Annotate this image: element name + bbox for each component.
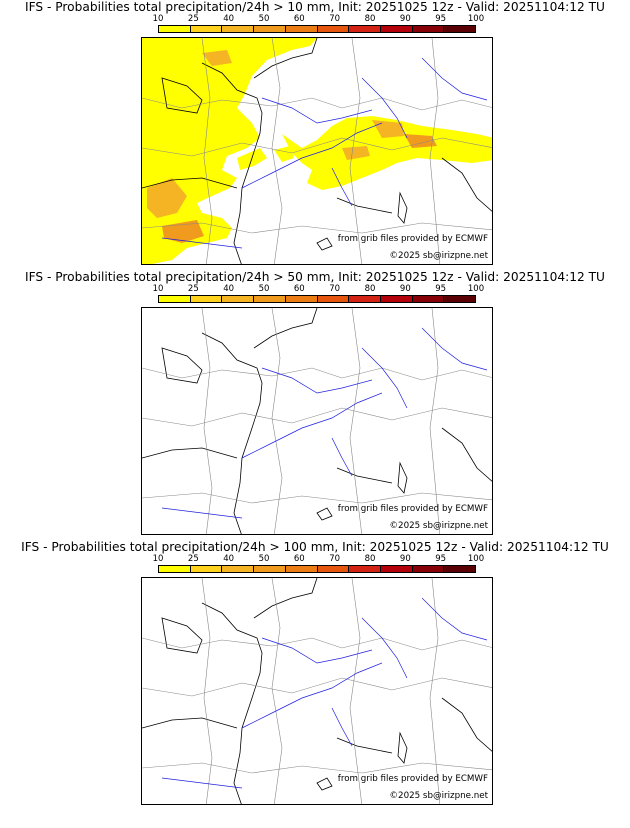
legend-label: 10 [152, 554, 164, 564]
legend-label: 70 [329, 284, 341, 294]
legend-label: 25 [187, 554, 199, 564]
precipitation-map: from grib files provided by ECMWF ©2025 … [141, 577, 493, 805]
legend-swatch [412, 566, 445, 572]
legend-swatch [254, 566, 286, 572]
legend-label: 60 [293, 554, 305, 564]
rivers [161, 597, 488, 789]
legend-colorbar [158, 25, 476, 33]
legend-swatch [222, 26, 255, 32]
legend-label: 25 [187, 284, 199, 294]
source-note: from grib files provided by ECMWF [337, 504, 488, 514]
legend-label: 100 [467, 284, 485, 294]
copyright-note: ©2025 sb@irizpne.net [389, 791, 488, 801]
copyright-note: ©2025 sb@irizpne.net [389, 521, 488, 531]
coastlines [142, 308, 492, 534]
legend-swatch [285, 26, 318, 32]
legend-swatch [444, 296, 476, 302]
legend-swatch [317, 296, 350, 302]
map-panel-50mm: IFS - Probabilities total precipitation/… [0, 270, 630, 540]
panel-title: IFS - Probabilities total precipitation/… [25, 270, 605, 284]
legend-colorbar [158, 295, 476, 303]
legend-swatch [190, 566, 223, 572]
map-canvas [142, 308, 492, 534]
borders [142, 308, 492, 534]
precipitation-map: from grib files provided by ECMWF ©2025 … [141, 307, 493, 535]
source-note: from grib files provided by ECMWF [337, 774, 488, 784]
map-canvas [142, 38, 492, 264]
legend-swatch [444, 566, 476, 572]
legend-label: 95 [435, 14, 447, 24]
legend-labels: 10 25 40 50 60 70 80 90 95 100 [153, 14, 485, 24]
rivers [161, 327, 488, 519]
borders [142, 38, 492, 264]
coastlines [142, 38, 492, 264]
legend-swatch [254, 296, 286, 302]
legend-swatch [317, 566, 350, 572]
map-panel-10mm: IFS - Probabilities total precipitation/… [0, 0, 630, 270]
legend-swatch [349, 26, 381, 32]
legend-swatch [254, 26, 286, 32]
legend-swatch [412, 296, 445, 302]
legend-swatch [190, 26, 223, 32]
legend-label: 90 [399, 554, 411, 564]
legend-label: 80 [364, 554, 376, 564]
map-canvas [142, 578, 492, 804]
legend-swatch [349, 296, 381, 302]
legend-swatch [380, 26, 413, 32]
legend-label: 60 [293, 14, 305, 24]
legend-label: 60 [293, 284, 305, 294]
borders [142, 578, 492, 804]
legend-swatch [380, 296, 413, 302]
precipitation-map: from grib files provided by ECMWF ©2025 … [141, 37, 493, 265]
legend-label: 40 [223, 14, 235, 24]
legend-label: 95 [435, 284, 447, 294]
probability-legend: 10 25 40 50 60 70 80 90 95 100 [153, 554, 485, 575]
legend-labels: 10 25 40 50 60 70 80 90 95 100 [153, 554, 485, 564]
legend-label: 70 [329, 554, 341, 564]
legend-swatch [222, 296, 255, 302]
legend-swatch [190, 296, 223, 302]
legend-swatch [444, 26, 476, 32]
legend-label: 40 [223, 554, 235, 564]
legend-label: 50 [258, 554, 270, 564]
legend-label: 90 [399, 14, 411, 24]
coastlines [142, 578, 492, 804]
legend-labels: 10 25 40 50 60 70 80 90 95 100 [153, 284, 485, 294]
probability-legend: 10 25 40 50 60 70 80 90 95 100 [153, 284, 485, 305]
legend-label: 25 [187, 14, 199, 24]
probability-shading [142, 38, 492, 264]
legend-label: 70 [329, 14, 341, 24]
legend-label: 80 [364, 284, 376, 294]
legend-label: 90 [399, 284, 411, 294]
legend-swatch [412, 26, 445, 32]
legend-swatch [285, 296, 318, 302]
legend-label: 95 [435, 554, 447, 564]
source-note: from grib files provided by ECMWF [337, 234, 488, 244]
legend-swatch [222, 566, 255, 572]
legend-swatch [159, 566, 191, 572]
probability-legend: 10 25 40 50 60 70 80 90 95 100 [153, 14, 485, 35]
legend-swatch [159, 26, 191, 32]
legend-label: 10 [152, 14, 164, 24]
legend-label: 50 [258, 14, 270, 24]
copyright-note: ©2025 sb@irizpne.net [389, 251, 488, 261]
legend-swatch [349, 566, 381, 572]
legend-swatch [159, 296, 191, 302]
map-panel-100mm: IFS - Probabilities total precipitation/… [0, 540, 630, 810]
legend-label: 50 [258, 284, 270, 294]
legend-swatch [317, 26, 350, 32]
panel-title: IFS - Probabilities total precipitation/… [25, 0, 605, 14]
legend-swatch [380, 566, 413, 572]
legend-label: 100 [467, 554, 485, 564]
panel-title: IFS - Probabilities total precipitation/… [21, 540, 609, 554]
rivers [161, 57, 488, 249]
legend-label: 40 [223, 284, 235, 294]
legend-label: 80 [364, 14, 376, 24]
legend-swatch [285, 566, 318, 572]
legend-label: 100 [467, 14, 485, 24]
legend-colorbar [158, 565, 476, 573]
legend-label: 10 [152, 284, 164, 294]
